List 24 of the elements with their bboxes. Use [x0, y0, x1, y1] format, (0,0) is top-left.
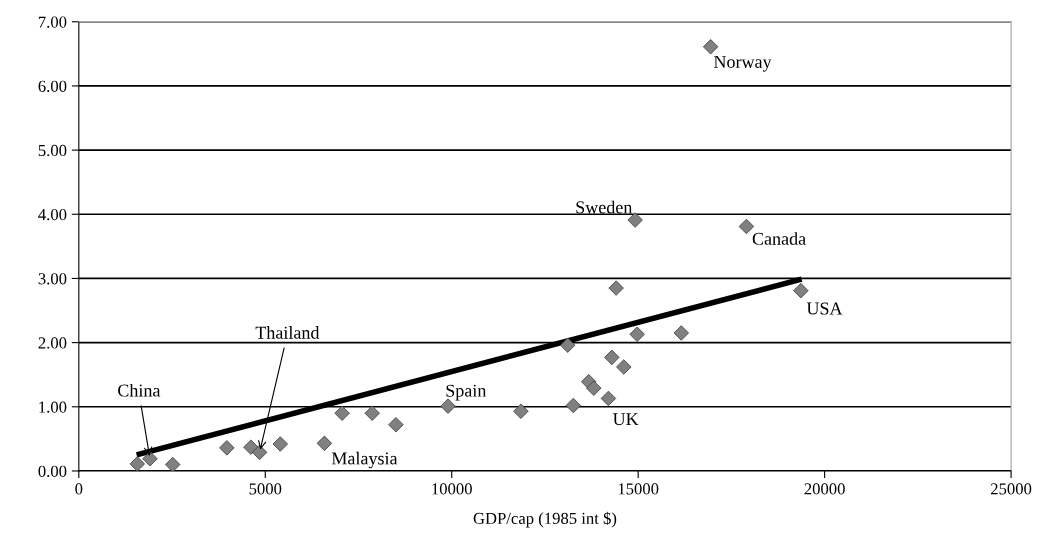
x-tick-label: 15000 — [618, 483, 659, 495]
y-tick-label: 7.00 — [38, 16, 67, 28]
annotation: Sweden — [576, 200, 633, 214]
annotation: Thailand — [255, 326, 320, 339]
annotation: Spain — [446, 384, 487, 401]
x-tick-label: 0 — [75, 483, 83, 495]
x-tick-label: 25000 — [990, 483, 1032, 495]
x-tick-label: 20000 — [804, 483, 845, 495]
y-tick-label: 1.00 — [39, 401, 67, 413]
y-tick-label: 4.00 — [38, 208, 67, 221]
annotation: Malaysia — [331, 451, 398, 469]
y-tick-label: 5.00 — [38, 144, 67, 157]
x-tick-label: 5000 — [249, 483, 282, 495]
y-tick-label: 2.00 — [38, 337, 67, 349]
annotation: Norway — [713, 55, 772, 72]
annotation: Canada — [752, 232, 806, 245]
y-tick-label: 3.00 — [38, 273, 67, 285]
annotation: USA — [806, 302, 843, 315]
annotation: China — [118, 383, 161, 397]
x-axis-title: GDP/cap (1985 int $) — [473, 511, 617, 528]
y-tick-label: 0.00 — [38, 465, 67, 477]
y-tick-label: 6.00 — [38, 80, 67, 92]
annotation: UK — [612, 413, 639, 426]
x-tick-label: 10000 — [432, 483, 472, 495]
